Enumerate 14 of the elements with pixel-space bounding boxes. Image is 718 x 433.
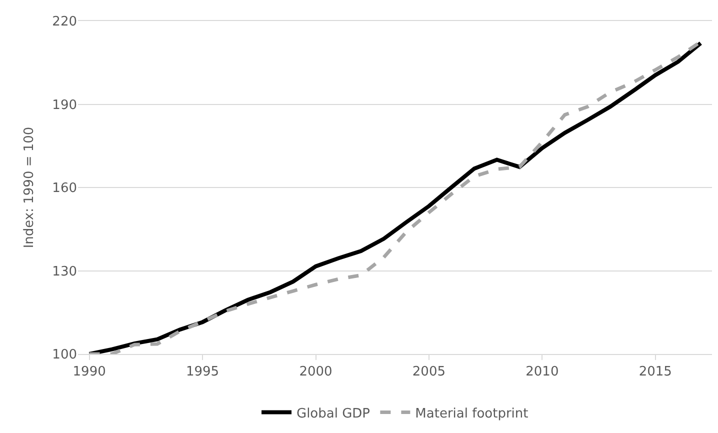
y-tick-label: 220 [52,14,77,30]
y-axis-title: Index: 1990 = 100 [22,126,38,248]
y-tick-label: 130 [52,264,77,280]
legend-label: Global GDP [296,406,370,422]
x-tick-label: 2015 [638,364,672,380]
legend-label: Material footprint [415,406,528,422]
x-tick-label: 1995 [186,364,220,380]
y-tick-label: 160 [52,181,77,196]
y-tick-label: 190 [52,98,77,113]
x-tick-label: 2005 [412,364,446,380]
y-tick-label: 100 [52,348,77,363]
x-tick-label: 2010 [526,364,559,380]
x-tick-label: 1990 [72,364,106,380]
x-tick-label: 2000 [299,364,332,380]
